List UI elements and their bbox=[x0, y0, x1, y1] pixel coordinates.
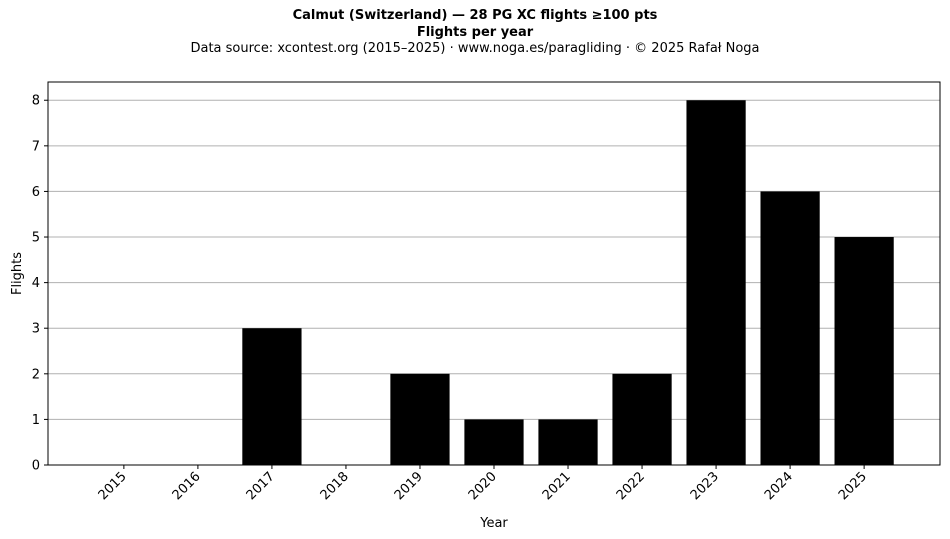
y-tick-label-8: 8 bbox=[32, 94, 40, 109]
chart-title: Calmut (Switzerland) — 28 PG XC flights … bbox=[292, 8, 658, 23]
y-axis-label: Flights bbox=[10, 252, 25, 295]
y-tick-label-4: 4 bbox=[32, 276, 40, 291]
bar-2024 bbox=[760, 191, 820, 465]
x-tick-label-2023: 2023 bbox=[688, 469, 722, 503]
y-tick-label-3: 3 bbox=[32, 322, 40, 337]
y-tick-label-5: 5 bbox=[32, 231, 40, 246]
x-tick-label-2018: 2018 bbox=[318, 469, 352, 503]
bar-2017 bbox=[242, 328, 302, 465]
bars bbox=[242, 100, 894, 465]
x-ticks: 2015 2016 2017 2018 2019 2020 2021 2022 2023 2024… bbox=[96, 465, 870, 503]
x-tick-label-2016: 2016 bbox=[170, 469, 204, 503]
y-tick-label-7: 7 bbox=[32, 139, 40, 154]
x-tick-label-2024: 2024 bbox=[762, 469, 796, 503]
x-tick-label-2017: 2017 bbox=[244, 469, 278, 503]
bar-2023 bbox=[686, 100, 746, 465]
chart-subtitle: Flights per year bbox=[416, 24, 534, 40]
bar-2025 bbox=[834, 237, 894, 465]
y-tick-label-6: 6 bbox=[32, 185, 40, 200]
x-axis-label: Year bbox=[479, 516, 508, 531]
bar-2020 bbox=[464, 419, 524, 465]
x-tick-label-2020: 2020 bbox=[466, 469, 500, 503]
x-tick-label-2022: 2022 bbox=[614, 469, 648, 503]
y-tick-label-2: 2 bbox=[32, 367, 40, 382]
bar-2022 bbox=[612, 373, 672, 465]
y-tick-label-1: 1 bbox=[32, 413, 40, 428]
y-ticks: 0 1 2 3 4 5 6 7 8 bbox=[32, 94, 48, 474]
chart-titles: Calmut (Switzerland) — 28 PG XC flights … bbox=[0, 8, 950, 58]
x-tick-label-2019: 2019 bbox=[392, 469, 426, 503]
data-source-note: Data source: xcontest.org (2015–2025) · … bbox=[190, 41, 760, 56]
x-tick-label-2021: 2021 bbox=[540, 469, 574, 503]
bar-2019 bbox=[390, 373, 450, 465]
bar-2021 bbox=[538, 419, 598, 465]
x-tick-label-2025: 2025 bbox=[836, 469, 870, 503]
x-tick-label-2015: 2015 bbox=[96, 469, 130, 503]
y-tick-label-0: 0 bbox=[32, 459, 40, 474]
